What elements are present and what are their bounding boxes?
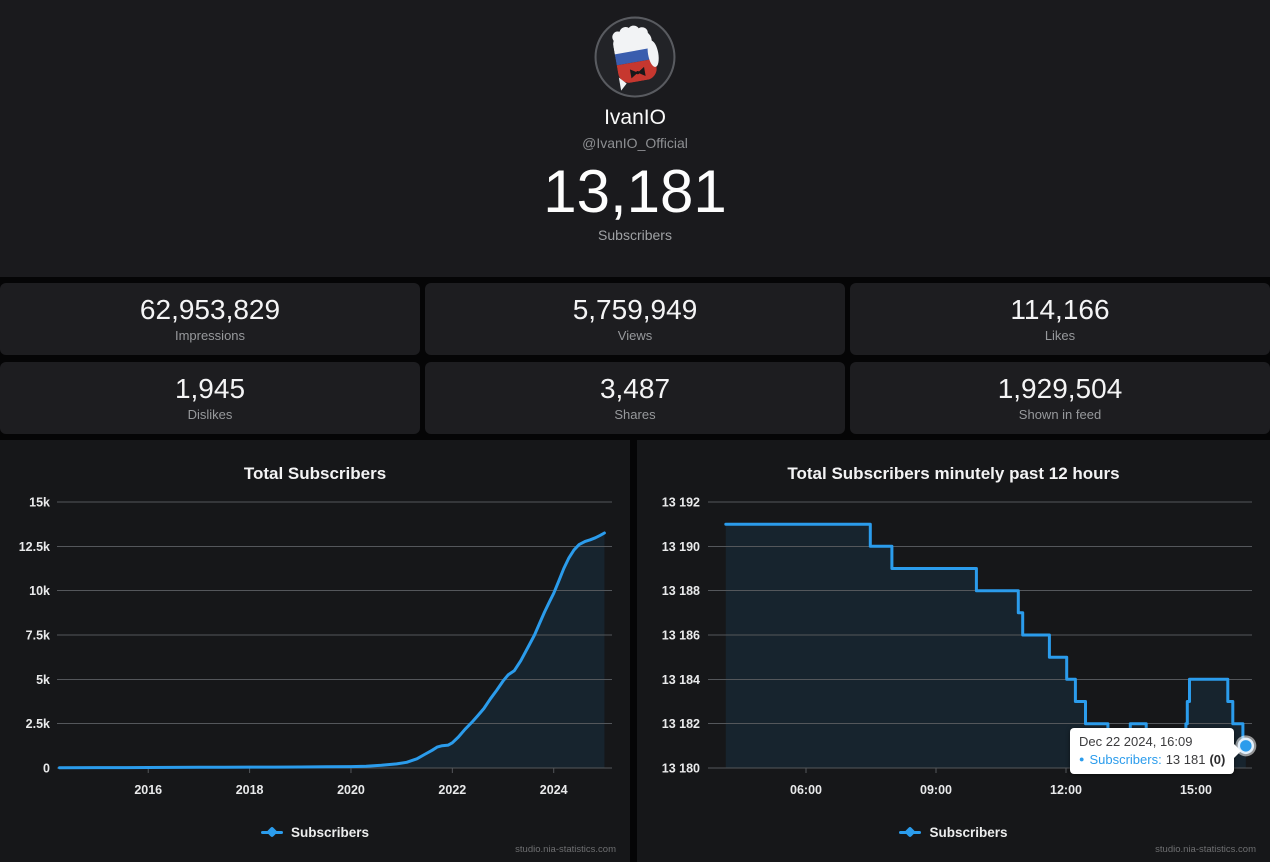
series-area (59, 533, 605, 768)
y-tick-label: 13 184 (662, 673, 700, 687)
total-subscribers-chart[interactable]: 0 2.5k 5k 7.5k 10k 12.5k 15k 2016 2018 2020 2022 20… (0, 440, 630, 862)
y-tick-label: 13 188 (662, 584, 700, 598)
subscriber-count: 13,181 (543, 158, 727, 225)
x-tick-label: 2022 (438, 783, 466, 797)
stat-box-shares: 3,487 Shares (425, 362, 845, 434)
chart-panel-minutely: 13 180 13 182 13 184 13 186 13 188 13 190 13 1… (637, 440, 1270, 862)
stat-box-dislikes: 1,945 Dislikes (0, 362, 420, 434)
stat-value: 5,759,949 (572, 294, 698, 326)
x-tick-label: 2024 (540, 783, 568, 797)
x-tick-label: 2016 (134, 783, 162, 797)
tooltip-value: 13 181 (1165, 751, 1206, 767)
stat-value: 1,929,504 (997, 373, 1123, 405)
stat-value: 62,953,829 (139, 294, 281, 326)
stat-label: Dislikes (187, 406, 233, 422)
chart-panel-total-subscribers: 0 2.5k 5k 7.5k 10k 12.5k 15k 2016 2018 2020 2022 20… (0, 440, 630, 862)
y-tick-label: 12.5k (19, 540, 50, 554)
brofist-logo-icon (611, 25, 659, 91)
stat-label: Impressions (174, 327, 246, 343)
tooltip-delta: (0) (1209, 751, 1226, 767)
stat-label: Likes (1044, 327, 1076, 343)
y-tick-label: 5k (36, 673, 50, 687)
x-tick-label: 09:00 (920, 783, 952, 797)
channel-name: IvanIO (604, 106, 666, 129)
x-tick-label: 2020 (337, 783, 365, 797)
legend-label: Subscribers (929, 825, 1008, 840)
tooltip-date: Dec 22 2024, 16:09 (1079, 734, 1193, 749)
stat-value: 3,487 (599, 373, 671, 405)
legend-series-marker-icon (899, 831, 922, 834)
series-line (724, 522, 1248, 748)
legend-item-subscribers[interactable]: Subscribers (0, 825, 630, 840)
stat-box-shown-in-feed: 1,929,504 Shown in feed (850, 362, 1270, 434)
legend-item-subscribers[interactable]: Subscribers (637, 825, 1270, 840)
series-line (58, 531, 606, 770)
stat-label: Shown in feed (1018, 406, 1102, 422)
stat-value: 114,166 (1010, 294, 1110, 326)
stat-value: 1,945 (174, 373, 246, 405)
series-area (725, 524, 1246, 768)
x-tick-label: 06:00 (790, 783, 822, 797)
stat-label: Views (617, 327, 653, 343)
charts-row: 0 2.5k 5k 7.5k 10k 12.5k 15k 2016 2018 2020 2022 20… (0, 440, 1270, 862)
y-tick-label: 13 180 (662, 762, 700, 776)
tooltip-row: ● Subscribers: 13 181 (0) (1079, 751, 1225, 769)
channel-header: IvanIO @IvanIO_Official 13,181 Subscribe… (0, 0, 1270, 277)
y-tick-label: 13 192 (662, 496, 700, 510)
chart-tooltip: Dec 22 2024, 16:09 ● Subscribers: 13 181… (1070, 728, 1242, 775)
stat-label: Shares (614, 406, 656, 422)
legend-label: Subscribers (290, 825, 370, 840)
stat-box-impressions: 62,953,829 Impressions (0, 283, 420, 355)
x-tick-label: 2018 (236, 783, 264, 797)
series-dot-icon: ● (1079, 754, 1085, 765)
watermark: studio.nia-statistics.com (1155, 844, 1256, 855)
chart-title: Total Subscribers (243, 464, 387, 483)
y-tick-label: 2.5k (26, 717, 50, 731)
x-tick-label: 15:00 (1180, 783, 1212, 797)
x-tick-label: 12:00 (1050, 783, 1082, 797)
y-tick-label: 10k (29, 584, 50, 598)
stat-box-views: 5,759,949 Views (425, 283, 845, 355)
y-tick-label: 15k (29, 496, 50, 510)
channel-avatar (594, 16, 676, 98)
minutely-subscribers-chart[interactable]: 13 180 13 182 13 184 13 186 13 188 13 190 13 1… (637, 440, 1270, 862)
stats-grid: 62,953,829 Impressions 5,759,949 Views 1… (0, 283, 1270, 434)
y-tick-label: 13 190 (662, 540, 700, 554)
tooltip-series-label: Subscribers: (1089, 751, 1162, 767)
stat-box-likes: 114,166 Likes (850, 283, 1270, 355)
subscriber-count-label: Subscribers (598, 227, 672, 243)
y-tick-label: 13 186 (662, 629, 700, 643)
channel-handle: @IvanIO_Official (582, 135, 688, 151)
chart-title: Total Subscribers minutely past 12 hours (787, 464, 1120, 483)
watermark: studio.nia-statistics.com (515, 844, 616, 855)
y-tick-label: 0 (43, 762, 50, 776)
legend-series-marker-icon (260, 831, 283, 834)
y-tick-label: 7.5k (26, 629, 50, 643)
y-tick-label: 13 182 (662, 717, 700, 731)
